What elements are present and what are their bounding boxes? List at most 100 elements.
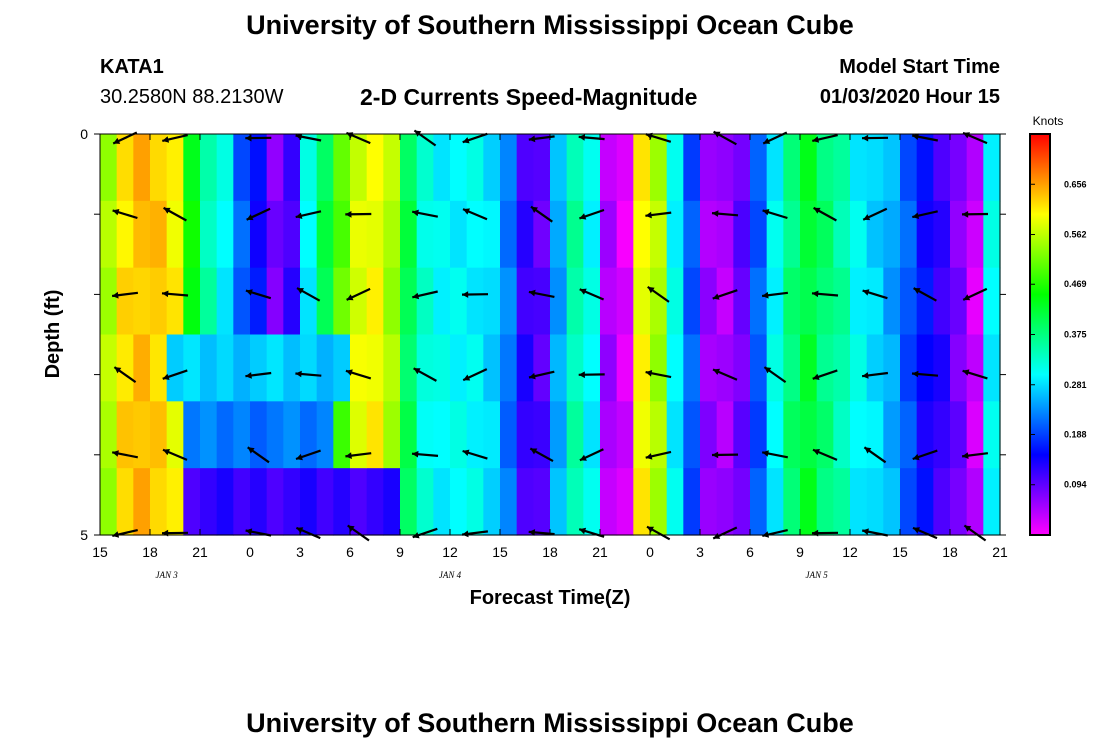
heatmap-cell bbox=[983, 267, 1001, 336]
heatmap-cell bbox=[500, 134, 518, 202]
colorbar-unit: Knots bbox=[1033, 114, 1064, 128]
current-vector bbox=[912, 210, 938, 219]
heatmap-cell bbox=[250, 200, 268, 269]
heatmap-cell bbox=[133, 334, 151, 402]
heatmap-cell bbox=[783, 267, 801, 336]
heatmap-cell bbox=[550, 468, 568, 536]
heatmap-cell bbox=[833, 334, 851, 402]
heatmap-cell bbox=[583, 468, 601, 536]
heatmap-cell bbox=[433, 200, 451, 269]
heatmap-cell bbox=[566, 200, 584, 269]
heatmap-cell bbox=[316, 267, 334, 336]
current-vector bbox=[461, 530, 489, 538]
heatmap-cell bbox=[416, 134, 434, 202]
heatmap-cell bbox=[283, 468, 301, 536]
heatmap-cell bbox=[333, 267, 351, 336]
heatmap-cell bbox=[383, 401, 401, 469]
heatmap-cell bbox=[466, 334, 484, 402]
heatmap-cell bbox=[166, 468, 184, 536]
current-vector bbox=[345, 452, 372, 459]
heatmap-cell bbox=[466, 468, 484, 536]
heatmap-cell bbox=[983, 334, 1001, 402]
heatmap-cell bbox=[350, 267, 368, 336]
heatmap-cell bbox=[116, 134, 134, 202]
heatmap-cell bbox=[333, 334, 351, 402]
heatmap-cell bbox=[750, 468, 768, 536]
heatmap-cell bbox=[183, 334, 201, 402]
current-vector bbox=[528, 370, 555, 380]
heatmap-cell bbox=[700, 468, 718, 536]
x-tick-label: 21 bbox=[592, 544, 608, 560]
heatmap-cell bbox=[183, 401, 201, 469]
heatmap-cell bbox=[200, 200, 218, 269]
heatmap-cell bbox=[183, 267, 201, 336]
heatmap-cell bbox=[450, 267, 468, 336]
heatmap-cell bbox=[283, 134, 301, 202]
current-vector bbox=[295, 370, 322, 378]
model-start-label: Model Start Time bbox=[839, 56, 1000, 78]
heatmap-cell bbox=[600, 401, 618, 469]
x-tick-label: 18 bbox=[942, 544, 958, 560]
current-vector bbox=[161, 290, 189, 298]
heatmap-cell bbox=[850, 334, 868, 402]
heatmap-cell bbox=[816, 267, 834, 336]
heatmap-cell bbox=[516, 334, 534, 402]
x-tick-label: 12 bbox=[842, 544, 858, 560]
heatmap-cell bbox=[683, 200, 701, 269]
heatmap-cell bbox=[750, 267, 768, 336]
heatmap-cell bbox=[183, 468, 201, 536]
heatmap-cell bbox=[216, 267, 234, 336]
heatmap-cell bbox=[216, 468, 234, 536]
y-tick-label: 5 bbox=[80, 527, 88, 543]
heatmap-cell bbox=[700, 267, 718, 336]
heatmap-cell bbox=[916, 200, 934, 269]
colorbar-tick-label: 0.375 bbox=[1064, 330, 1087, 340]
heatmap-cell bbox=[466, 134, 484, 202]
heatmap-cell bbox=[250, 468, 268, 536]
heatmap-cell bbox=[683, 468, 701, 536]
heatmap-cell bbox=[933, 134, 951, 202]
heatmap-cell bbox=[366, 401, 384, 469]
heatmap-cell bbox=[950, 401, 968, 469]
heatmap-cell bbox=[416, 267, 434, 336]
footer-title: University of Southern Mississippi Ocean… bbox=[246, 708, 854, 738]
heatmap-cell bbox=[950, 468, 968, 536]
heatmap-cell bbox=[200, 468, 218, 536]
current-vector bbox=[812, 134, 838, 143]
heatmap-cell bbox=[766, 200, 784, 269]
heatmap-cell bbox=[933, 200, 951, 269]
heatmap-cell bbox=[400, 401, 418, 469]
current-vector bbox=[461, 291, 489, 298]
x-tick-label: 15 bbox=[92, 544, 108, 560]
heatmap-cell bbox=[966, 267, 984, 336]
heatmap-cell bbox=[466, 200, 484, 269]
x-tick-label: 18 bbox=[142, 544, 158, 560]
x-tick-label: 9 bbox=[796, 544, 804, 560]
heatmap-cell bbox=[950, 200, 968, 269]
current-vector bbox=[861, 134, 889, 142]
colorbar-tick-label: 0.562 bbox=[1064, 230, 1087, 240]
heatmap-cell bbox=[233, 334, 251, 402]
heatmap-cell bbox=[850, 200, 868, 269]
heatmap-cell bbox=[316, 468, 334, 536]
heatmap-cell bbox=[766, 267, 784, 336]
heatmap-cell bbox=[450, 401, 468, 469]
heatmap-cell bbox=[883, 267, 901, 336]
heatmap-cell bbox=[416, 401, 434, 469]
current-vector bbox=[345, 211, 372, 218]
heatmap-cell bbox=[383, 468, 401, 536]
heatmap-cell bbox=[350, 134, 368, 202]
heatmap-cell bbox=[183, 134, 201, 202]
heatmap-cell bbox=[433, 267, 451, 336]
heatmap-cell bbox=[833, 134, 851, 202]
heatmap-cell bbox=[600, 267, 618, 336]
heatmap-cell bbox=[700, 334, 718, 402]
heatmap-cell bbox=[800, 401, 818, 469]
station-coordinates: 30.2580N 88.2130W bbox=[100, 86, 284, 108]
heatmap-cell bbox=[450, 200, 468, 269]
heatmap-cell bbox=[966, 401, 984, 469]
heatmap-cell bbox=[416, 468, 434, 536]
heatmap-cell bbox=[600, 134, 618, 202]
current-vector bbox=[462, 132, 488, 144]
heatmap-cell bbox=[866, 200, 884, 269]
